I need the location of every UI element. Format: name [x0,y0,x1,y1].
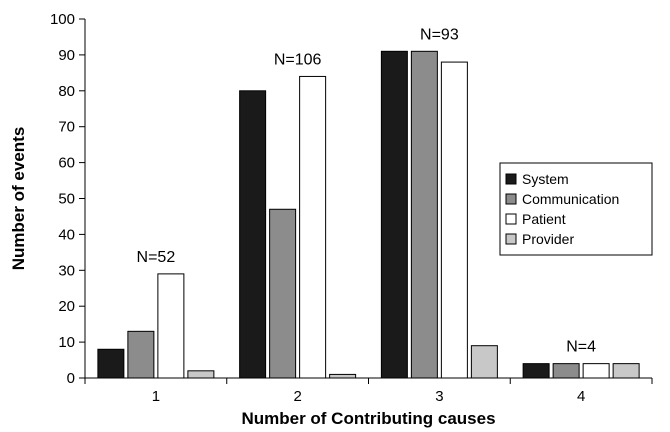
x-tick-label: 1 [152,388,160,405]
legend: System Communication Patient Provider [499,162,653,256]
y-tick-label: 90 [58,47,75,64]
legend-swatch-patient [505,213,517,225]
y-tick-label: 80 [58,83,75,100]
annotations-group: N=52 N=106 N=93 N=4 [137,26,597,355]
y-tick-label: 20 [58,298,75,315]
legend-swatch-system [505,173,517,185]
bar-patient-1 [157,273,185,379]
bar-patient-4 [582,363,610,379]
bar-provider-4 [612,363,640,379]
bar-communication-4 [552,363,580,379]
x-tick-label: 3 [435,388,443,405]
bar-provider-1 [187,370,215,379]
legend-swatch-communication [505,193,517,205]
x-axis-title: Number of Contributing causes [241,409,495,428]
bar-communication-3 [410,50,438,379]
legend-label-provider: Provider [522,231,574,247]
x-tick-label: 4 [577,388,585,405]
bar-system-2 [239,90,267,379]
legend-label-communication: Communication [522,191,619,207]
cluster-count-label: N=52 [137,249,176,266]
y-tick-label: 50 [58,191,75,208]
bars-group [97,50,640,379]
bar-system-1 [97,348,125,379]
bar-system-3 [380,50,408,379]
cluster-count-label: N=106 [274,51,322,68]
x-tick-label: 2 [293,388,301,405]
cluster-count-label: N=4 [566,339,596,356]
bar-system-4 [522,363,550,379]
bar-provider-2 [329,373,357,379]
bar-provider-3 [470,345,498,379]
legend-label-system: System [522,171,569,187]
bar-patient-2 [299,75,327,379]
y-tick-label: 10 [58,334,75,351]
y-tick-label: 60 [58,155,75,172]
y-tick-label: 0 [67,370,75,387]
bar-communication-2 [269,208,297,379]
y-tick-label: 100 [50,11,75,28]
cluster-count-label: N=93 [420,26,459,43]
y-tick-label: 30 [58,262,75,279]
legend-swatch-provider [505,233,517,245]
y-axis-title: Number of events [9,127,28,271]
legend-label-patient: Patient [522,211,566,227]
y-tick-label: 40 [58,226,75,243]
x-ticks-group: 1 2 3 4 [84,378,653,405]
bar-patient-3 [440,61,468,379]
bar-communication-1 [127,330,155,379]
y-ticks-group: 0 10 20 30 40 50 60 70 80 90 100 [50,11,85,387]
legend-frame [499,162,653,256]
y-tick-label: 70 [58,119,75,136]
